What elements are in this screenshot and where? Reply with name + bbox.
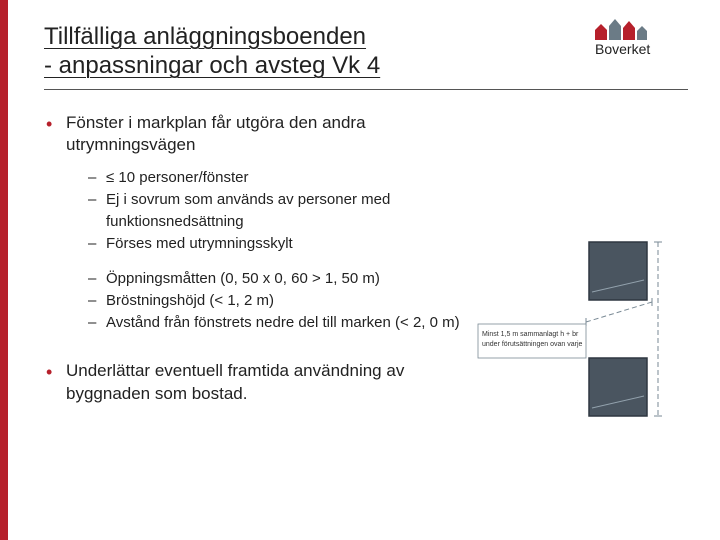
- logo-text: Boverket: [595, 41, 650, 56]
- window-top-icon: [589, 242, 647, 300]
- bullet-item: Fönster i markplan får utgöra den andra …: [44, 112, 474, 158]
- dimension-label-2: under förutsättningen ovan varje: [482, 341, 583, 348]
- sub-bullet-item: Förses med utrymningsskylt: [88, 233, 448, 255]
- window-diagram: Minst 1,5 m sammanlagt h + br under föru…: [474, 240, 664, 420]
- page-title: Tillfälliga anläggningsboenden - anpassn…: [44, 22, 484, 81]
- dimension-label-1: Minst 1,5 m sammanlagt h + br: [482, 331, 579, 338]
- sub-bullet-item: Ej i sovrum som används av personer med …: [88, 189, 448, 233]
- logo-houses-icon: [595, 19, 647, 40]
- content-body: Fönster i markplan får utgöra den andra …: [44, 112, 688, 406]
- brand-logo: Boverket: [593, 14, 698, 56]
- window-bottom-icon: [589, 358, 647, 416]
- sub-bullet-item: ≤ 10 personer/fönster: [88, 167, 448, 189]
- title-rule: [44, 89, 688, 90]
- dimension-width-icon: [586, 302, 652, 322]
- title-line-1: Tillfälliga anläggningsboenden: [44, 23, 366, 50]
- title-line-2: - anpassningar och avsteg Vk 4: [44, 52, 380, 79]
- slide: Boverket Tillfälliga anläggningsboenden …: [0, 0, 720, 540]
- bullet-item: Underlättar eventuell framtida användnin…: [44, 360, 474, 406]
